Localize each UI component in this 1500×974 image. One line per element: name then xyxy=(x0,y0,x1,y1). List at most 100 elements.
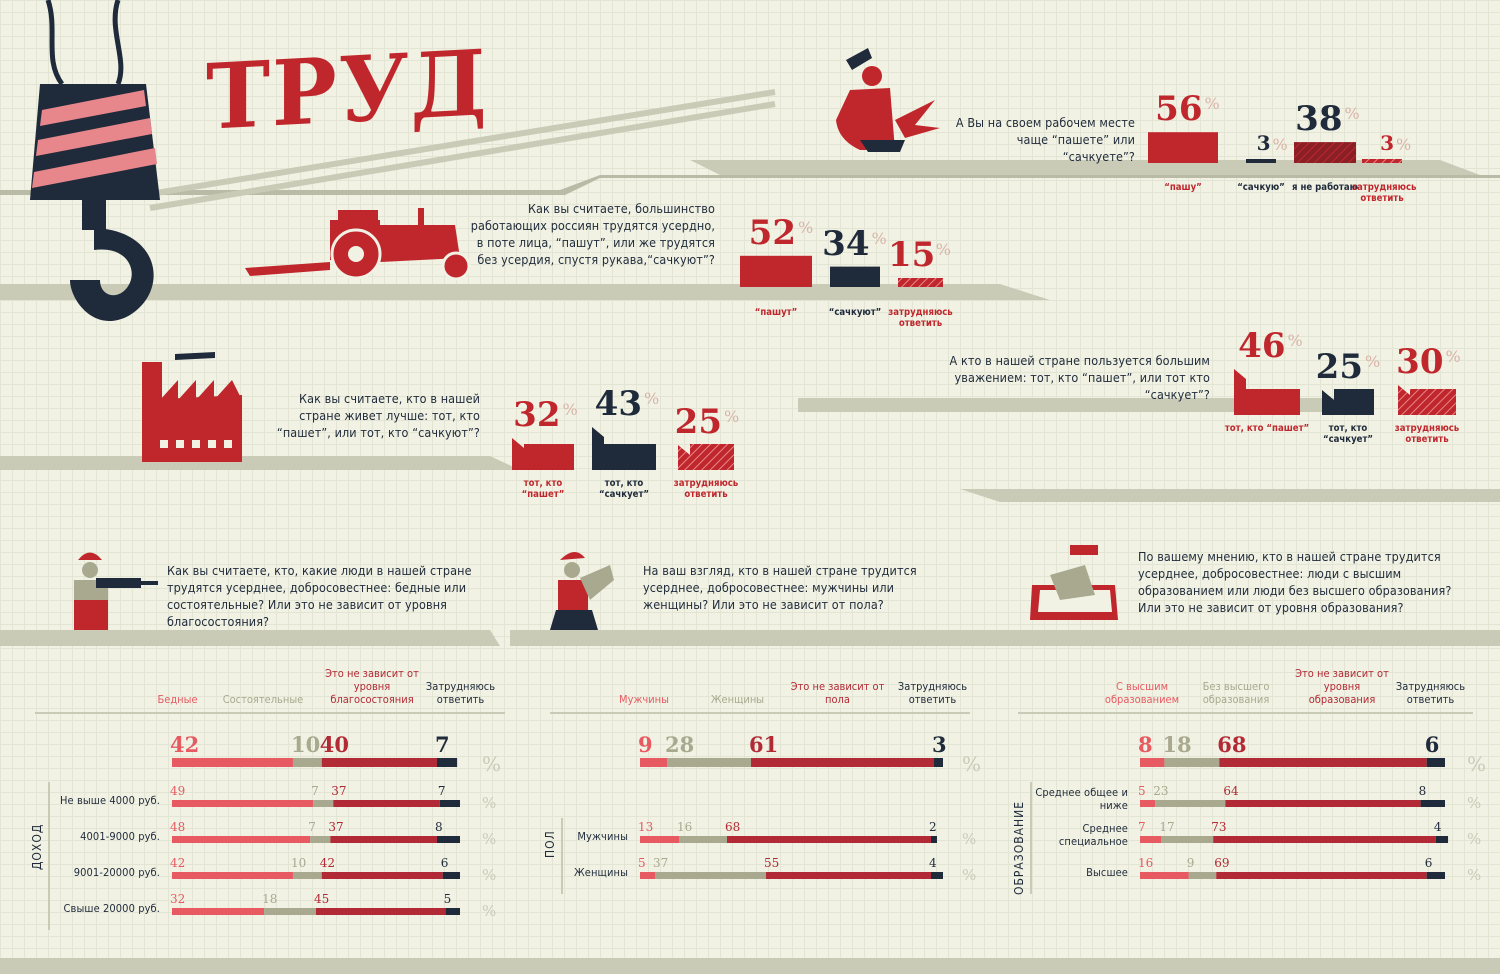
segval-gender-row0-1: 16 xyxy=(677,820,693,834)
segval-gender-row1-0: 5 xyxy=(638,856,646,870)
value-q4-0: 46 xyxy=(1238,326,1286,366)
divider-gender xyxy=(550,712,970,714)
segment-gender-row0-3 xyxy=(931,836,937,843)
question-q3: Как вы считаете, кто в нашей стране живе… xyxy=(276,391,480,440)
segment-gender-row1-1 xyxy=(655,872,766,879)
category-q3-2: затрудняюсь ответить xyxy=(673,478,739,500)
segval-education-row0-3: 8 xyxy=(1418,784,1427,798)
segment-income-total-2 xyxy=(321,758,437,767)
unit-gender-total: % xyxy=(962,752,982,776)
category-q3-0: тот, кто “пашет” xyxy=(521,478,565,500)
segval-education-total-0: 8 xyxy=(1138,732,1153,757)
segment-income-row2-3 xyxy=(442,872,460,879)
question-q6: На ваш взгляд, кто в нашей стране трудит… xyxy=(643,563,917,612)
hand-writing-icon xyxy=(1030,545,1118,620)
segval-income-total-3: 7 xyxy=(434,732,450,757)
unit-gender-row1: % xyxy=(962,866,977,884)
category-q4-0: тот, кто “пашет” xyxy=(1224,423,1310,434)
pct-q1-3: % xyxy=(1396,135,1412,154)
legend-gender-1: Женщины xyxy=(710,693,765,706)
section-gender: ПОЛ xyxy=(543,830,557,858)
segment-education-total-3 xyxy=(1426,758,1445,767)
rowlabel-income-2: 9001-20000 руб. xyxy=(73,866,160,879)
segment-income-row3-0 xyxy=(172,908,265,915)
segment-education-row1-3 xyxy=(1435,836,1449,843)
segment-education-row1-0 xyxy=(1140,836,1162,843)
segment-income-total-1 xyxy=(292,758,322,767)
segval-income-row0-1: 7 xyxy=(311,784,319,798)
segment-gender-row1-3 xyxy=(931,872,943,879)
pct-q2-2: % xyxy=(935,240,951,259)
category-q1-0: “пашу” xyxy=(1164,182,1202,193)
segment-income-row1-2 xyxy=(330,836,437,843)
value-q1-1: 3 xyxy=(1256,131,1271,155)
category-q4-2: затрудняюсь ответить xyxy=(1394,423,1460,445)
legend-income-0: Бедные xyxy=(157,693,198,706)
segment-education-row0-1 xyxy=(1155,800,1226,807)
blacksmith-icon xyxy=(836,48,940,152)
segment-education-row2-1 xyxy=(1188,872,1217,879)
segment-education-row2-3 xyxy=(1426,872,1445,879)
segment-income-row0-3 xyxy=(439,800,460,807)
legend-income-3: Затрудняюсь ответить xyxy=(425,680,496,706)
value-q1-0: 56 xyxy=(1155,89,1203,130)
segval-income-row1-2: 37 xyxy=(328,820,344,834)
segment-income-row3-3 xyxy=(445,908,460,915)
segval-education-row2-0: 16 xyxy=(1138,856,1154,870)
segval-income-total-1: 10 xyxy=(290,732,321,757)
segval-income-row3-3: 5 xyxy=(443,892,452,906)
page-title: ТРУД xyxy=(206,30,489,151)
segment-income-row3-1 xyxy=(264,908,316,915)
category-q2-0: “пашут” xyxy=(754,307,798,318)
question-q4: А кто в нашей стране пользуется большим … xyxy=(949,353,1210,402)
segval-gender-row0-3: 2 xyxy=(929,820,937,834)
segval-income-row0-0: 49 xyxy=(170,784,186,798)
segval-education-row1-2: 73 xyxy=(1211,820,1227,834)
rowlabel-education-2: Высшее xyxy=(1086,866,1128,879)
pct-q4-2: % xyxy=(1445,347,1461,366)
bar-q2-0 xyxy=(740,255,812,287)
segval-gender-row0-2: 68 xyxy=(725,820,741,834)
segment-gender-row1-0 xyxy=(640,872,655,879)
unit-income-row1: % xyxy=(482,830,497,848)
segval-gender-row0-0: 13 xyxy=(638,820,654,834)
segval-education-total-1: 18 xyxy=(1162,732,1192,757)
segval-education-row0-0: 5 xyxy=(1138,784,1146,798)
segment-education-row0-0 xyxy=(1140,800,1156,807)
segval-income-row2-2: 42 xyxy=(319,856,336,870)
value-q4-1: 25 xyxy=(1315,347,1363,387)
value-q1-3: 3 xyxy=(1380,131,1394,155)
pct-q2-0: % xyxy=(798,217,814,237)
rowlabel-income-0: Не выше 4000 руб. xyxy=(59,794,160,807)
segment-education-row0-3 xyxy=(1420,800,1445,807)
bar-q1-1 xyxy=(1246,159,1276,163)
rowlabel-education-1: Среднее специальное xyxy=(1058,822,1128,848)
value-q1-2: 38 xyxy=(1295,99,1343,140)
category-q4-1: тот, кто “сачкует” xyxy=(1322,423,1374,445)
section-education: ОБРАЗОВАНИЕ xyxy=(1012,800,1026,895)
bar-q3-1 xyxy=(592,427,656,470)
unit-education-row2: % xyxy=(1467,866,1482,884)
value-q2-0: 52 xyxy=(748,212,796,253)
segment-education-row2-0 xyxy=(1140,872,1189,879)
tractor-icon xyxy=(245,208,471,281)
segment-gender-row1-2 xyxy=(766,872,931,879)
segval-gender-total-1: 28 xyxy=(665,732,695,757)
bar-q1-2 xyxy=(1294,142,1356,163)
segment-gender-total-1 xyxy=(667,758,751,767)
segment-income-row2-2 xyxy=(321,872,443,879)
rowlabel-gender-0: Мужчины xyxy=(577,830,628,843)
segval-income-row3-1: 18 xyxy=(262,892,278,906)
segval-education-row0-2: 64 xyxy=(1223,784,1239,798)
segment-gender-row0-1 xyxy=(679,836,727,843)
value-q4-2: 30 xyxy=(1396,342,1444,382)
unit-education-total: % xyxy=(1467,752,1487,776)
category-q1-3: затрудняюсь ответить xyxy=(1352,182,1417,204)
unit-gender-row0: % xyxy=(962,830,977,848)
segment-education-row0-2 xyxy=(1225,800,1421,807)
segment-education-total-2 xyxy=(1219,758,1427,767)
question-q7: По вашему мнению, кто в нашей стране тру… xyxy=(1138,549,1452,615)
question-q1: А Вы на своем рабочем месте чаще “пашете… xyxy=(955,115,1135,164)
segval-education-row0-1: 23 xyxy=(1153,784,1169,798)
segval-income-total-0: 42 xyxy=(170,732,200,757)
